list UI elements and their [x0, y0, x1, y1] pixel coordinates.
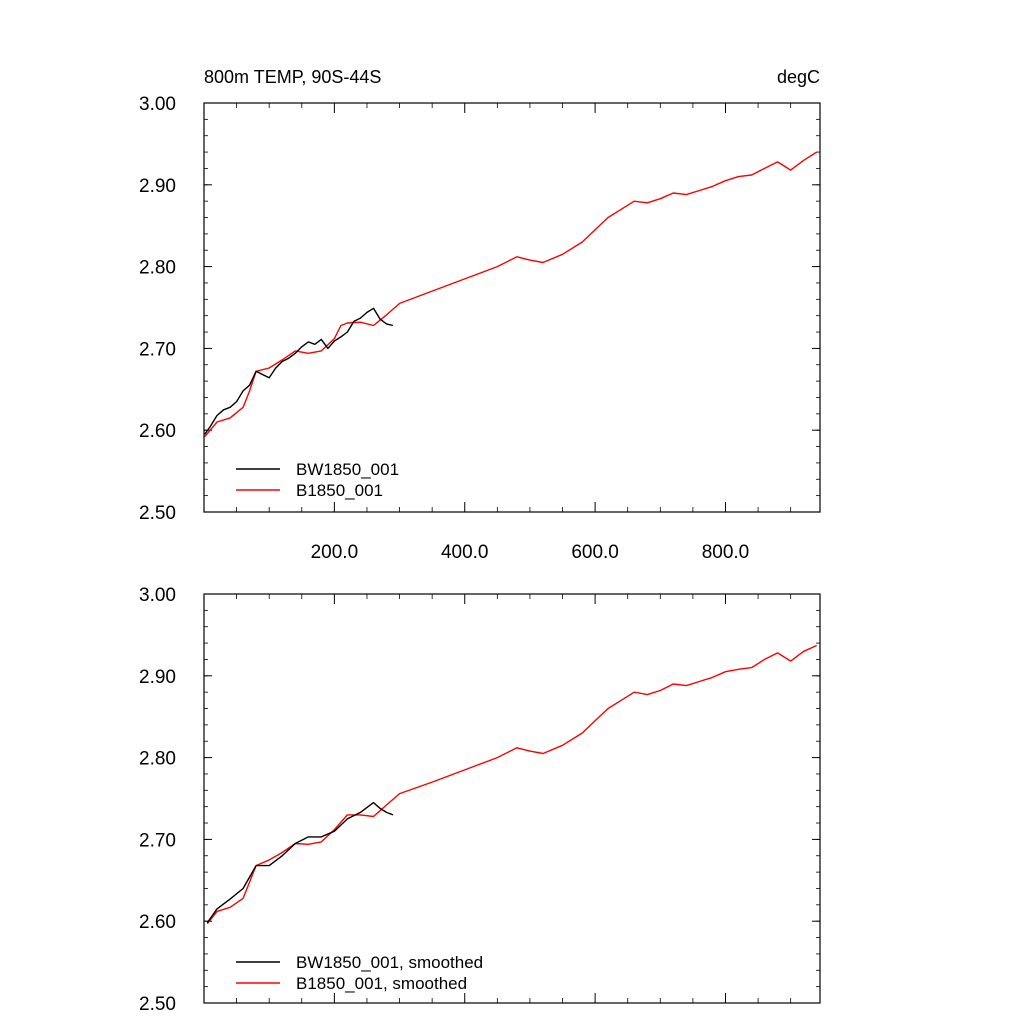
top-xtick-label: 600.0	[571, 542, 619, 563]
bottom-ytick-label: 2.50	[139, 994, 176, 1015]
bottom-legend-label-bw1850: BW1850_001, smoothed	[296, 953, 483, 972]
top-legend-label-b1850: B1850_001	[296, 481, 383, 500]
bottom-series-bw1850-line	[206, 801, 394, 924]
bottom-ytick-label: 2.90	[139, 667, 176, 688]
top-legend: BW1850_001 B1850_001	[236, 460, 399, 500]
top-ytick-label: 2.80	[139, 258, 176, 279]
top-ytick-label: 2.70	[139, 339, 176, 360]
top-legend-label-bw1850: BW1850_001	[296, 460, 399, 479]
top-series-bw1850-line	[204, 307, 394, 435]
bottom-ytick-label: 3.00	[139, 585, 176, 606]
bottom-legend-label-b1850: B1850_001, smoothed	[296, 974, 467, 993]
top-title-left: 800m TEMP, 90S-44S	[204, 67, 381, 87]
bottom-panel: 2.50 2.60 2.70 2.80 2.90 3.00 BW1850_001, smo…	[139, 585, 821, 1015]
top-ytick-label: 3.00	[139, 94, 176, 115]
top-plot-frame	[203, 102, 821, 513]
top-xtick-label: 400.0	[441, 542, 489, 563]
top-ytick-label: 2.50	[139, 503, 176, 524]
top-ytick-label: 2.90	[139, 176, 176, 197]
top-series-b1850-line	[204, 151, 818, 438]
top-ytick-label: 2.60	[139, 421, 176, 442]
bottom-ytick-label: 2.70	[139, 830, 176, 851]
bottom-ytick-label: 2.80	[139, 749, 176, 770]
top-xtick-label: 200.0	[311, 542, 359, 563]
top-xtick-label: 800.0	[702, 542, 750, 563]
bottom-legend: BW1850_001, smoothed B1850_001, smoothed	[236, 953, 483, 993]
bottom-series-b1850-line	[206, 644, 817, 925]
bottom-ytick-label: 2.60	[139, 912, 176, 933]
bottom-plot-frame	[203, 593, 821, 1004]
top-title-right: degC	[777, 67, 820, 87]
top-panel: 800m TEMP, 90S-44S degC 2.50 2.60 2.70 2.80…	[139, 67, 821, 563]
